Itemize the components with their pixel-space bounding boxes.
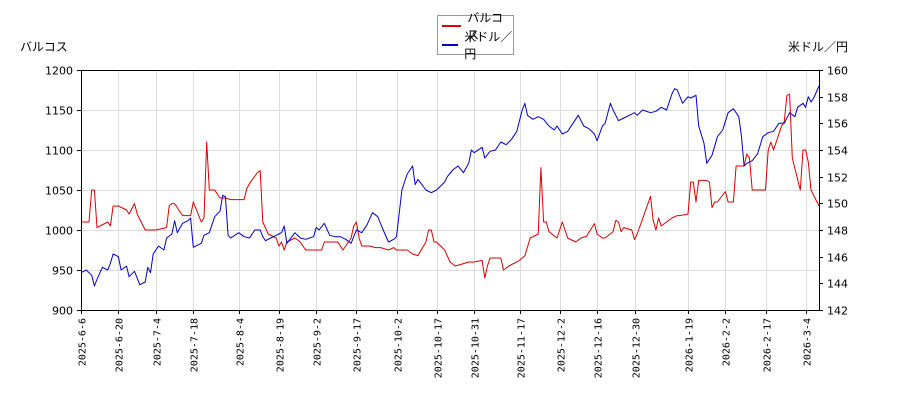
y-tick-label-left: 950 <box>52 265 73 278</box>
plot-frame <box>81 70 820 311</box>
y-tick-label-right: 156 <box>827 118 848 131</box>
x-tick-label: 2025-10-31 <box>471 318 482 378</box>
x-tick-label: 2025-8-4 <box>236 318 247 366</box>
y-tick-label-right: 144 <box>827 278 848 291</box>
x-tick-label: 2026-1-19 <box>685 318 696 372</box>
y-tick-label-right: 146 <box>827 252 848 265</box>
x-tick-label: 2025-6-20 <box>115 318 126 372</box>
x-tick-label: 2025-12-30 <box>632 318 643 378</box>
y-tick-label-right: 148 <box>827 225 848 238</box>
legend-label-series-1: バルコス <box>467 11 503 42</box>
x-tick-label: 2025-12-2 <box>557 318 568 372</box>
y-tick-label-left: 900 <box>52 305 73 318</box>
x-tick-label: 2025-7-18 <box>190 318 201 372</box>
y-tick-label-right: 150 <box>827 198 848 211</box>
x-tick-label: 2025-11-17 <box>517 318 528 378</box>
x-tick-label: 2025-9-2 <box>313 318 324 366</box>
legend-swatch-series-1 <box>442 25 462 27</box>
x-tick-label: 2025-7-4 <box>153 318 164 366</box>
x-tick-label: 2026-2-17 <box>763 318 774 372</box>
axes: 900 950 1000 1050 1100 1150 1200 142 144 146 148 15… <box>45 65 848 379</box>
x-tick-label: 2025-12-16 <box>594 318 605 378</box>
legend-item-series-2: 米ドル／円 <box>442 30 513 61</box>
series-line-1 <box>81 93 820 279</box>
x-tick-label: 2025-6-6 <box>78 318 89 366</box>
y-tick-label-left: 1100 <box>45 145 73 158</box>
legend: バルコス 米ドル／円 <box>437 11 514 61</box>
y-tick-label-left: 1150 <box>45 105 73 118</box>
y-tick-label-left: 1200 <box>45 65 73 78</box>
legend-label-series-2: 米ドル／円 <box>464 30 513 61</box>
y-tick-label-right: 160 <box>827 65 848 78</box>
x-tick-label: 2025-8-19 <box>276 318 287 372</box>
y-tick-label-left: 1050 <box>45 185 73 198</box>
series-layer <box>80 85 820 287</box>
y-tick-label-right: 154 <box>827 145 848 158</box>
y-axis-title-right: 米ドル／円 <box>787 40 848 54</box>
series-line-2 <box>80 85 820 287</box>
y-axis-title-left: バルコス <box>20 40 68 54</box>
x-tick-label: 2026-2-2 <box>722 318 733 366</box>
x-tick-label: 2025-10-2 <box>394 318 405 372</box>
legend-swatch-series-2 <box>442 44 459 46</box>
legend-item-series-1: バルコス <box>442 11 513 42</box>
y-tick-label-left: 1000 <box>45 225 73 238</box>
x-tick-label: 2025-9-17 <box>353 318 364 372</box>
grid <box>81 70 819 311</box>
x-tick-label: 2025-10-17 <box>434 318 445 378</box>
y-tick-label-right: 158 <box>827 92 848 105</box>
y-tick-label-right: 142 <box>827 305 848 318</box>
x-tick-label: 2026-3-4 <box>803 318 814 366</box>
y-tick-label-right: 152 <box>827 172 848 185</box>
